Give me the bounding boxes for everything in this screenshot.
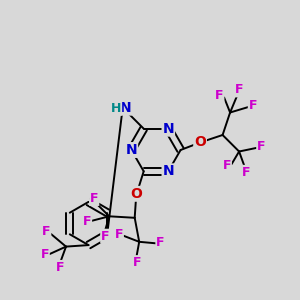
- Text: N: N: [163, 122, 174, 136]
- Text: F: F: [115, 227, 123, 241]
- Text: F: F: [223, 159, 231, 172]
- Text: N: N: [120, 101, 131, 115]
- Text: F: F: [133, 256, 141, 269]
- Text: H: H: [111, 102, 121, 115]
- Text: F: F: [101, 230, 110, 243]
- Text: F: F: [56, 261, 64, 274]
- Text: F: F: [90, 192, 98, 205]
- Text: F: F: [40, 248, 49, 261]
- Text: O: O: [194, 136, 206, 149]
- Text: N: N: [126, 143, 137, 157]
- Text: F: F: [42, 225, 50, 238]
- Text: N: N: [163, 164, 174, 178]
- Text: F: F: [249, 99, 257, 112]
- Text: F: F: [156, 236, 165, 249]
- Text: O: O: [130, 187, 142, 201]
- Text: F: F: [83, 215, 91, 228]
- Text: F: F: [235, 83, 243, 97]
- Text: F: F: [215, 88, 224, 102]
- Text: F: F: [242, 166, 251, 179]
- Text: F: F: [257, 140, 266, 153]
